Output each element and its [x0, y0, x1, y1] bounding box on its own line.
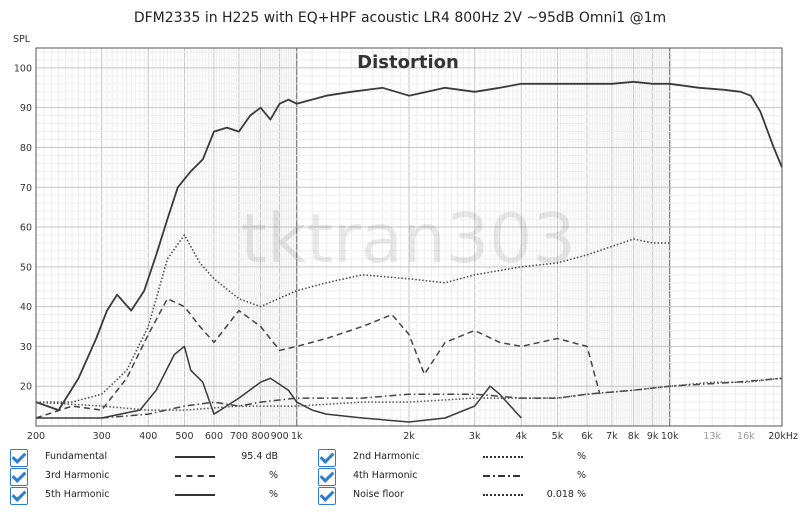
x-tick-label: 2k [403, 431, 415, 442]
legend-item-3rd-harmonic: 3rd Harmonic% [10, 468, 310, 486]
legend-checkbox[interactable] [10, 468, 28, 486]
x-tick-label: 1k [291, 431, 303, 442]
x-tick-label: 8k [628, 431, 640, 442]
x-tick-label: 16k [737, 431, 755, 442]
legend-checkbox[interactable] [10, 487, 28, 505]
y-tick-label: 80 [20, 143, 32, 154]
y-tick-label: 20 [20, 382, 32, 393]
x-tick-label: 500 [175, 431, 193, 442]
series-noise-floor [35, 377, 783, 411]
legend: Fundamental 95.4 dB 2nd Harmonic% 3rd Harmo… [10, 449, 790, 509]
y-tick-label: 40 [20, 302, 32, 313]
legend-line-sample [483, 475, 523, 477]
legend-label: 4th Harmonic [353, 470, 418, 481]
series-4th-harmonic [101, 377, 783, 419]
y-tick-label: 30 [20, 342, 32, 353]
legend-line-sample [175, 494, 215, 500]
x-tick-label: 6k [581, 431, 593, 442]
legend-line-sample [483, 494, 523, 500]
x-tick-label: 5k [552, 431, 564, 442]
legend-label: Fundamental [45, 451, 108, 462]
x-tick-label: 300 [93, 431, 111, 442]
x-tick-label: 800 [251, 431, 269, 442]
legend-value: % [268, 470, 278, 481]
x-tick-label: 20kHz [768, 431, 798, 442]
y-tick-label: 100 [14, 63, 32, 74]
legend-value: % [576, 451, 586, 462]
series-5th-harmonic [36, 345, 522, 423]
x-tick-label: 10k [661, 431, 679, 442]
x-tick-label: 3k [469, 431, 481, 442]
legend-item-5th-harmonic: 5th Harmonic% [10, 487, 310, 505]
legend-value: % [268, 489, 278, 500]
legend-item-4th-harmonic: 4th Harmonic% [318, 468, 618, 486]
chart-grid [35, 48, 783, 427]
legend-checkbox[interactable] [318, 468, 336, 486]
legend-item-fundamental: Fundamental 95.4 dB [10, 449, 310, 467]
y-tick-label: 60 [20, 223, 32, 234]
y-axis-ticks: 20 30 40 50 60 70 80 90 100 [14, 63, 32, 392]
series-lines [35, 80, 783, 423]
legend-checkbox[interactable] [318, 449, 336, 467]
y-tick-label: 70 [20, 183, 32, 194]
x-tick-label: 600 [205, 431, 223, 442]
x-axis-ticks: 200 300 400 500 600 700 800 900 1k 2k 3k 4k 5k 6k 7k 8k… [27, 431, 798, 442]
legend-label: 3rd Harmonic [45, 470, 110, 481]
legend-item-2nd-harmonic: 2nd Harmonic% [318, 449, 618, 467]
watermark: tktran303 [240, 200, 575, 279]
legend-value: % [576, 470, 586, 481]
x-tick-label: 200 [27, 431, 45, 442]
x-tick-label: 7k [606, 431, 618, 442]
legend-checkbox[interactable] [318, 487, 336, 505]
chart-subtitle: Distortion [357, 52, 459, 73]
legend-label: 5th Harmonic [45, 489, 110, 500]
x-tick-label: 4k [516, 431, 528, 442]
legend-line-sample [175, 456, 215, 462]
legend-value: 95.4 dB [241, 451, 278, 462]
chart-title: DFM2335 in H225 with EQ+HPF acoustic LR4… [134, 10, 666, 26]
series-3rd-harmonic [35, 297, 601, 419]
legend-line-sample [483, 456, 523, 462]
x-tick-label: 13k [703, 431, 721, 442]
plot-frame [35, 47, 783, 427]
series-2nd-harmonic [36, 234, 670, 403]
y-tick-label: 90 [20, 103, 32, 114]
x-tick-label: 9k [647, 431, 659, 442]
y-axis-label: SPL [13, 34, 31, 45]
series-fundamental [35, 80, 783, 412]
x-tick-label: 900 [271, 431, 289, 442]
legend-line-sample [175, 475, 215, 481]
y-tick-label: 50 [20, 262, 32, 273]
x-tick-label: 400 [139, 431, 157, 442]
legend-checkbox[interactable] [10, 449, 28, 467]
legend-item-noise-floor: Noise floor 0.018 % [318, 487, 618, 505]
legend-label: 2nd Harmonic [353, 451, 420, 462]
legend-value: 0.018 % [546, 489, 586, 500]
x-tick-label: 700 [230, 431, 248, 442]
legend-label: Noise floor [353, 489, 404, 500]
